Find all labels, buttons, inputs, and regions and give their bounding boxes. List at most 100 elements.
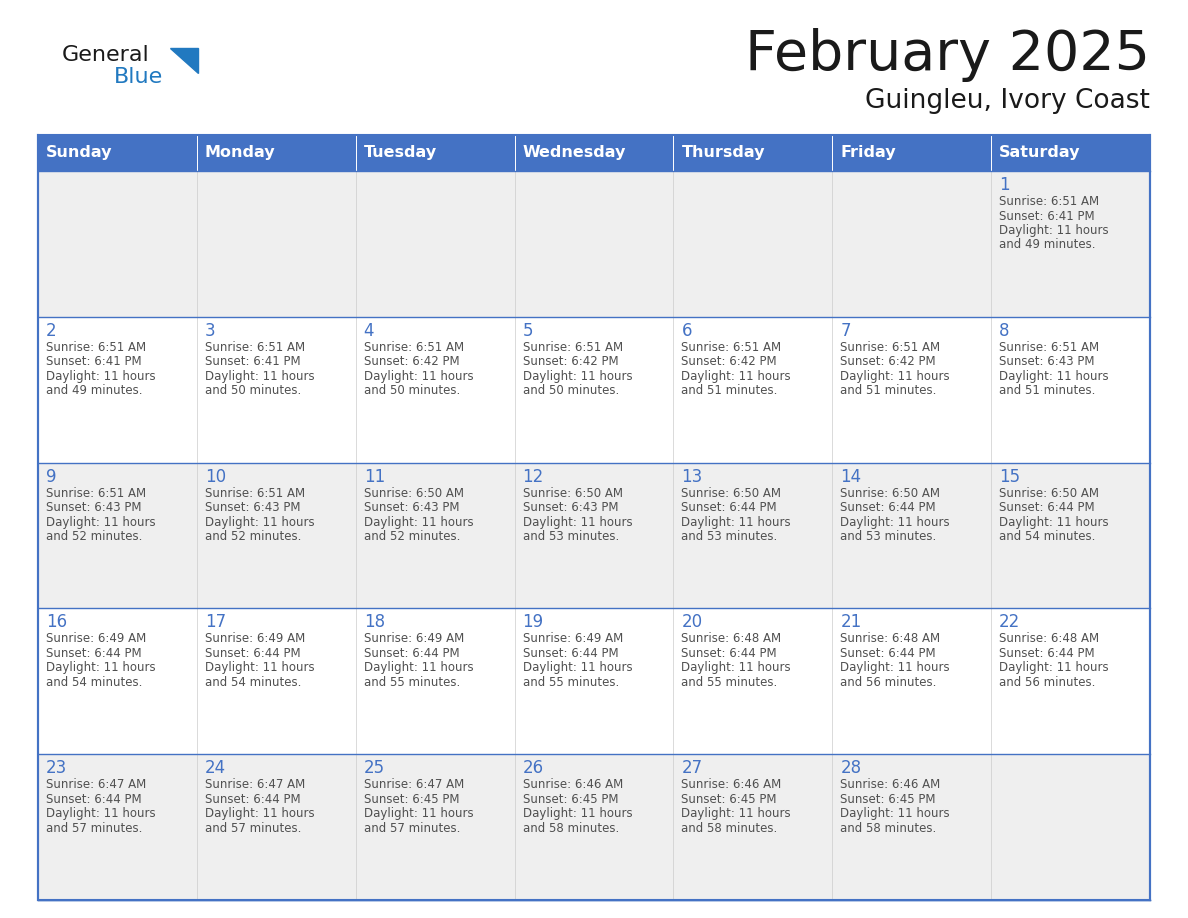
Text: Sunrise: 6:48 AM: Sunrise: 6:48 AM (999, 633, 1099, 645)
Text: Sunset: 6:44 PM: Sunset: 6:44 PM (682, 501, 777, 514)
Text: 3: 3 (204, 322, 215, 340)
Polygon shape (514, 609, 674, 755)
Text: Sunrise: 6:51 AM: Sunrise: 6:51 AM (204, 487, 305, 499)
Text: Sunset: 6:42 PM: Sunset: 6:42 PM (364, 355, 460, 368)
Text: and 58 minutes.: and 58 minutes. (523, 822, 619, 834)
Text: Sunset: 6:44 PM: Sunset: 6:44 PM (682, 647, 777, 660)
Text: Sunset: 6:41 PM: Sunset: 6:41 PM (204, 355, 301, 368)
Text: Daylight: 11 hours: Daylight: 11 hours (46, 661, 156, 675)
Text: February 2025: February 2025 (745, 28, 1150, 82)
Polygon shape (197, 171, 355, 317)
Polygon shape (833, 317, 991, 463)
Polygon shape (197, 317, 355, 463)
Polygon shape (991, 171, 1150, 317)
Text: Daylight: 11 hours: Daylight: 11 hours (204, 807, 315, 820)
Text: Daylight: 11 hours: Daylight: 11 hours (999, 224, 1108, 237)
Text: Sunrise: 6:51 AM: Sunrise: 6:51 AM (999, 195, 1099, 208)
Polygon shape (991, 135, 1150, 171)
Text: Sunset: 6:45 PM: Sunset: 6:45 PM (523, 793, 618, 806)
Text: Sunset: 6:45 PM: Sunset: 6:45 PM (840, 793, 936, 806)
Text: and 53 minutes.: and 53 minutes. (840, 530, 936, 543)
Text: and 52 minutes.: and 52 minutes. (364, 530, 460, 543)
Text: Sunset: 6:44 PM: Sunset: 6:44 PM (999, 501, 1095, 514)
Text: 9: 9 (46, 467, 57, 486)
Text: 26: 26 (523, 759, 544, 778)
Polygon shape (197, 609, 355, 755)
Text: Thursday: Thursday (682, 145, 765, 161)
Text: Sunrise: 6:51 AM: Sunrise: 6:51 AM (46, 487, 146, 499)
Text: Daylight: 11 hours: Daylight: 11 hours (204, 516, 315, 529)
Text: 21: 21 (840, 613, 861, 632)
Polygon shape (674, 317, 833, 463)
Text: General: General (62, 45, 150, 65)
Text: and 58 minutes.: and 58 minutes. (682, 822, 778, 834)
Polygon shape (833, 755, 991, 900)
Text: Daylight: 11 hours: Daylight: 11 hours (840, 370, 950, 383)
Text: Sunset: 6:44 PM: Sunset: 6:44 PM (840, 501, 936, 514)
Text: Sunset: 6:43 PM: Sunset: 6:43 PM (999, 355, 1094, 368)
Polygon shape (355, 463, 514, 609)
Text: Daylight: 11 hours: Daylight: 11 hours (364, 661, 473, 675)
Text: 28: 28 (840, 759, 861, 778)
Text: Sunset: 6:44 PM: Sunset: 6:44 PM (46, 647, 141, 660)
Text: Sunset: 6:43 PM: Sunset: 6:43 PM (364, 501, 460, 514)
Polygon shape (991, 463, 1150, 609)
Text: and 56 minutes.: and 56 minutes. (840, 676, 936, 688)
Polygon shape (991, 755, 1150, 900)
Text: Daylight: 11 hours: Daylight: 11 hours (682, 661, 791, 675)
Text: Sunset: 6:41 PM: Sunset: 6:41 PM (999, 209, 1095, 222)
Text: and 57 minutes.: and 57 minutes. (364, 822, 460, 834)
Text: Daylight: 11 hours: Daylight: 11 hours (840, 807, 950, 820)
Text: 19: 19 (523, 613, 544, 632)
Text: 23: 23 (46, 759, 68, 778)
Text: Sunrise: 6:47 AM: Sunrise: 6:47 AM (364, 778, 465, 791)
Polygon shape (355, 609, 514, 755)
Text: Daylight: 11 hours: Daylight: 11 hours (999, 516, 1108, 529)
Text: and 49 minutes.: and 49 minutes. (999, 239, 1095, 252)
Polygon shape (355, 135, 514, 171)
Text: Sunrise: 6:51 AM: Sunrise: 6:51 AM (999, 341, 1099, 353)
Polygon shape (355, 755, 514, 900)
Text: 2: 2 (46, 322, 57, 340)
Polygon shape (514, 171, 674, 317)
Text: Daylight: 11 hours: Daylight: 11 hours (204, 661, 315, 675)
Text: Sunset: 6:42 PM: Sunset: 6:42 PM (523, 355, 618, 368)
Text: 8: 8 (999, 322, 1010, 340)
Text: Sunset: 6:44 PM: Sunset: 6:44 PM (523, 647, 618, 660)
Text: Sunrise: 6:49 AM: Sunrise: 6:49 AM (523, 633, 623, 645)
Text: and 51 minutes.: and 51 minutes. (682, 385, 778, 397)
Text: Sunrise: 6:46 AM: Sunrise: 6:46 AM (840, 778, 941, 791)
Text: 17: 17 (204, 613, 226, 632)
Text: 4: 4 (364, 322, 374, 340)
Text: and 50 minutes.: and 50 minutes. (364, 385, 460, 397)
Text: Sunrise: 6:47 AM: Sunrise: 6:47 AM (46, 778, 146, 791)
Text: Daylight: 11 hours: Daylight: 11 hours (364, 807, 473, 820)
Polygon shape (38, 135, 197, 171)
Text: 6: 6 (682, 322, 691, 340)
Text: Sunset: 6:44 PM: Sunset: 6:44 PM (364, 647, 460, 660)
Text: 20: 20 (682, 613, 702, 632)
Text: and 55 minutes.: and 55 minutes. (364, 676, 460, 688)
Text: and 57 minutes.: and 57 minutes. (46, 822, 143, 834)
Text: Sunrise: 6:46 AM: Sunrise: 6:46 AM (523, 778, 623, 791)
Text: and 49 minutes.: and 49 minutes. (46, 385, 143, 397)
Text: 18: 18 (364, 613, 385, 632)
Polygon shape (355, 317, 514, 463)
Text: 22: 22 (999, 613, 1020, 632)
Polygon shape (674, 171, 833, 317)
Text: 25: 25 (364, 759, 385, 778)
Text: Sunrise: 6:51 AM: Sunrise: 6:51 AM (840, 341, 941, 353)
Text: Sunset: 6:42 PM: Sunset: 6:42 PM (840, 355, 936, 368)
Text: Sunset: 6:45 PM: Sunset: 6:45 PM (364, 793, 460, 806)
Text: Sunrise: 6:48 AM: Sunrise: 6:48 AM (840, 633, 941, 645)
Text: Daylight: 11 hours: Daylight: 11 hours (46, 370, 156, 383)
Text: Sunrise: 6:50 AM: Sunrise: 6:50 AM (840, 487, 940, 499)
Polygon shape (514, 135, 674, 171)
Text: and 54 minutes.: and 54 minutes. (46, 676, 143, 688)
Polygon shape (38, 755, 197, 900)
Text: Daylight: 11 hours: Daylight: 11 hours (364, 516, 473, 529)
Text: Sunrise: 6:49 AM: Sunrise: 6:49 AM (364, 633, 465, 645)
Text: and 57 minutes.: and 57 minutes. (204, 822, 302, 834)
Text: Saturday: Saturday (999, 145, 1081, 161)
Text: Sunrise: 6:47 AM: Sunrise: 6:47 AM (204, 778, 305, 791)
